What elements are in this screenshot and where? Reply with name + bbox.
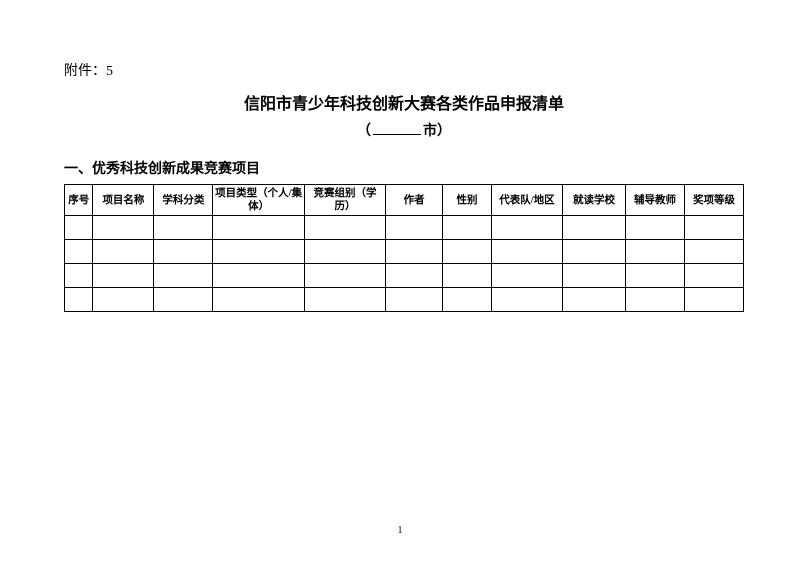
table-cell [213,240,304,264]
table-cell [563,240,626,264]
col-header-region: 代表队/地区 [491,185,562,216]
table-cell [386,288,443,312]
document-subtitle: （ 市） [64,120,744,140]
table-row [65,240,744,264]
table-cell [563,216,626,240]
table-cell [65,288,93,312]
subtitle-open-paren: （ [357,124,371,139]
table-cell [563,288,626,312]
col-header-group: 竞赛组别（学历） [304,185,385,216]
table-cell [443,216,492,240]
col-header-teacher: 辅导教师 [626,185,685,216]
table-cell [491,264,562,288]
table-cell [626,216,685,240]
table-cell [304,240,385,264]
table-cell [563,264,626,288]
table-cell [386,240,443,264]
table-cell [386,264,443,288]
table-cell [93,264,154,288]
table-cell [491,216,562,240]
subtitle-city-suffix: 市） [423,124,451,139]
application-table: 序号 项目名称 学科分类 项目类型（个人/集体） 竞赛组别（学历） 作者 性别 … [64,184,744,312]
table-row [65,216,744,240]
table-cell [65,216,93,240]
col-header-type: 项目类型（个人/集体） [213,185,304,216]
table-cell [443,264,492,288]
table-cell [304,288,385,312]
table-cell [304,264,385,288]
city-blank-underline [373,121,421,135]
table-cell [304,216,385,240]
table-cell [626,288,685,312]
table-cell [491,240,562,264]
col-header-seq: 序号 [65,185,93,216]
table-cell [154,264,213,288]
table-cell [684,216,743,240]
table-cell [65,264,93,288]
table-cell [154,216,213,240]
table-cell [154,288,213,312]
table-cell [626,264,685,288]
table-cell [93,240,154,264]
table-cell [626,240,685,264]
table-cell [684,288,743,312]
section-header: 一、优秀科技创新成果竞赛项目 [64,158,744,178]
table-cell [684,240,743,264]
table-cell [93,288,154,312]
col-header-award: 奖项等级 [684,185,743,216]
table-cell [386,216,443,240]
col-header-subject: 学科分类 [154,185,213,216]
col-header-author: 作者 [386,185,443,216]
page-number: 1 [0,525,800,536]
table-cell [443,240,492,264]
table-cell [65,240,93,264]
document-title: 信阳市青少年科技创新大赛各类作品申报清单 [64,90,744,114]
table-row [65,264,744,288]
table-cell [213,288,304,312]
col-header-school: 就读学校 [563,185,626,216]
table-cell [213,264,304,288]
col-header-project-name: 项目名称 [93,185,154,216]
table-cell [491,288,562,312]
table-cell [154,240,213,264]
col-header-gender: 性别 [443,185,492,216]
table-cell [93,216,154,240]
table-cell [684,264,743,288]
table-cell [213,216,304,240]
table-header-row: 序号 项目名称 学科分类 项目类型（个人/集体） 竞赛组别（学历） 作者 性别 … [65,185,744,216]
table-cell [443,288,492,312]
table-row [65,288,744,312]
attachment-label: 附件：5 [64,60,744,80]
